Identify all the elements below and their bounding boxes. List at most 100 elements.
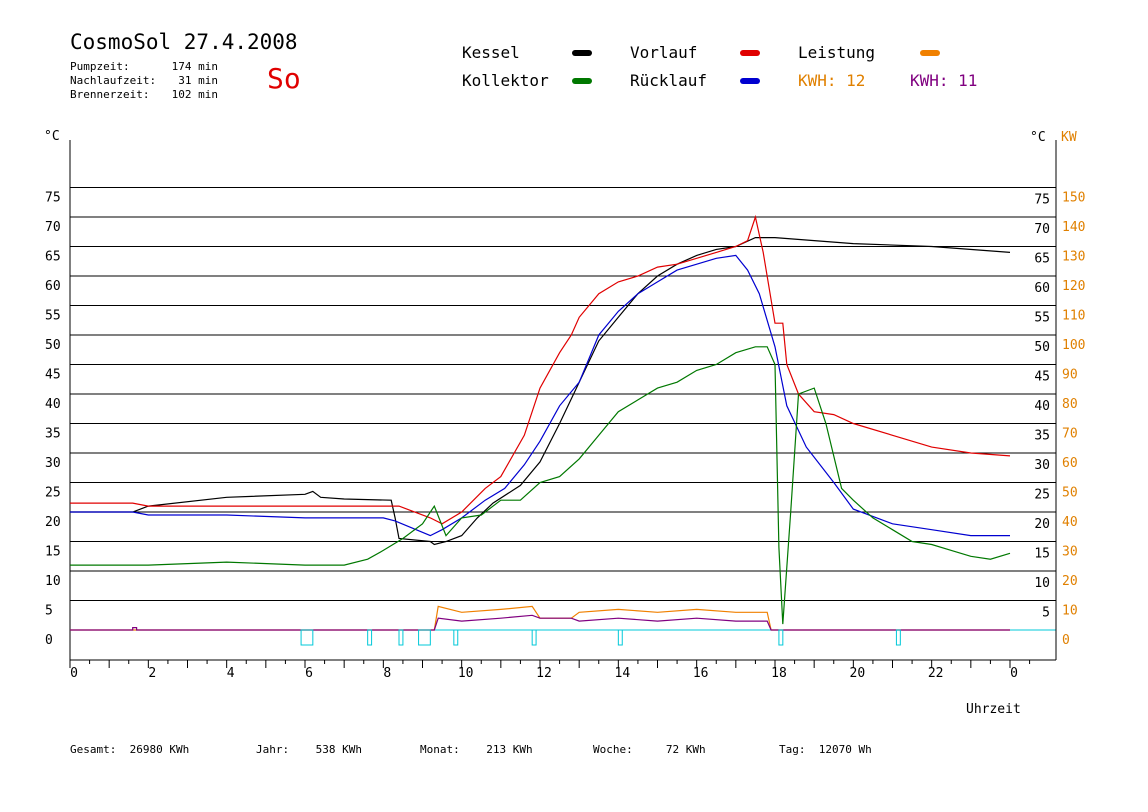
y-right-tick-label: 65: [1034, 252, 1050, 267]
y-tick-label: 60: [45, 279, 61, 294]
y2-tick-label: 60: [1062, 456, 1078, 471]
y-tick-label: 5: [45, 604, 53, 619]
y-right-tick-label: 10: [1034, 576, 1050, 591]
footer-jahr: Jahr: 538 KWh: [256, 743, 362, 756]
y2-tick-label: 20: [1062, 574, 1078, 589]
series-line-leistung2: [70, 614, 1010, 631]
y-right-tick-label: 35: [1034, 429, 1050, 444]
series-line-vorlauf: [70, 214, 1011, 525]
y-axis-unit: °C: [44, 129, 60, 144]
y2-tick-label: 70: [1062, 427, 1078, 442]
y2-tick-label: 80: [1062, 397, 1078, 412]
y-right-tick-label: 15: [1034, 547, 1050, 562]
x-tick-label: 8: [383, 666, 391, 681]
pump-interval: [418, 629, 431, 646]
x-tick-label: 18: [771, 666, 787, 681]
pump-interval: [300, 629, 314, 646]
legend-leistung-swatch: [920, 50, 940, 56]
grid-lines: [70, 187, 1056, 631]
series-lines: [70, 214, 1011, 646]
pump-interval: [895, 629, 901, 646]
y2-tick-label: 0: [1062, 633, 1070, 648]
pump-interval: [531, 629, 537, 646]
x-tick-label: 0: [1010, 666, 1018, 681]
y-right-tick-label: 45: [1034, 370, 1050, 385]
y-tick-label: 55: [45, 309, 61, 324]
y-tick-label: 75: [45, 191, 61, 206]
footer-tag: Tag: 12070 Wh: [779, 743, 872, 756]
axes: [69, 140, 1057, 668]
y-tick-label: 15: [45, 545, 61, 560]
y-right-tick-label: 70: [1034, 222, 1050, 237]
y-tick-label: 20: [45, 515, 61, 530]
pump-interval: [778, 629, 784, 646]
x-axis-label: Uhrzeit: [966, 702, 1021, 717]
y-right-tick-label: 40: [1034, 399, 1050, 414]
y-right-axis-unit: °C: [1030, 130, 1046, 145]
legend-kollektor-swatch: [572, 78, 592, 84]
x-tick-label: 22: [928, 666, 944, 681]
footer-monat: Monat: 213 KWh: [420, 743, 533, 756]
x-tick-label: 4: [227, 666, 235, 681]
series-line-leistung: [70, 605, 1010, 631]
x-tick-label: 16: [693, 666, 709, 681]
series-line-rücklauf: [70, 254, 1010, 537]
footer-woche: Woche: 72 KWh: [593, 743, 706, 756]
y2-tick-label: 110: [1062, 309, 1085, 324]
legend-kessel-swatch: [572, 50, 592, 56]
y2-tick-label: 150: [1062, 191, 1085, 206]
y-right-tick-label: 25: [1034, 488, 1050, 503]
series-line-kessel: [70, 237, 1011, 546]
y-tick-label: 25: [45, 486, 61, 501]
tick-labels: 0 2 4 6 8 10 12 14 16 18 20 22 005101520253035404550…: [44, 129, 1085, 681]
y2-tick-label: 90: [1062, 368, 1078, 383]
y-tick-label: 45: [45, 368, 61, 383]
y-right-tick-label: 75: [1034, 193, 1050, 208]
y2-tick-label: 40: [1062, 515, 1078, 530]
y2-tick-label: 100: [1062, 338, 1085, 353]
weekday-label: So: [267, 62, 301, 95]
y2-tick-label: 120: [1062, 279, 1085, 294]
y-tick-label: 40: [45, 397, 61, 412]
pump-interval: [367, 629, 373, 646]
legend-ruecklauf: Rücklauf: [630, 71, 708, 90]
series-line-kollektor: [70, 346, 1011, 625]
pump-interval: [453, 629, 459, 646]
x-tick-label: 12: [536, 666, 552, 681]
y-right-tick-label: 30: [1034, 458, 1050, 473]
y-right-tick-label: 50: [1034, 340, 1050, 355]
y2-tick-label: 30: [1062, 545, 1078, 560]
pump-interval: [398, 629, 404, 646]
legend-leistung: Leistung: [798, 43, 876, 62]
y-tick-label: 65: [45, 250, 61, 265]
legend-kollektor: Kollektor: [462, 71, 549, 90]
pump-interval: [617, 629, 623, 646]
y-tick-label: 50: [45, 338, 61, 353]
footer-gesamt: Gesamt: 26980 KWh: [70, 743, 190, 756]
y-tick-label: 30: [45, 456, 61, 471]
page-title: CosmoSol 27.4.2008: [70, 30, 298, 54]
info-pumpzeit: Pumpzeit: 174 min: [70, 60, 218, 73]
x-tick-label: 0: [70, 666, 78, 681]
x-tick-label: 14: [615, 666, 631, 681]
y-tick-label: 35: [45, 427, 61, 442]
y-tick-label: 0: [45, 633, 53, 648]
y2-tick-label: 50: [1062, 486, 1078, 501]
legend-vorlauf-swatch: [740, 50, 760, 56]
legend-ruecklauf-swatch: [740, 78, 760, 84]
y-right-tick-label: 60: [1034, 281, 1050, 296]
info-brennerzeit: Brennerzeit: 102 min: [70, 88, 218, 101]
y2-tick-label: 10: [1062, 604, 1078, 619]
legend-kwh-2: KWH: 11: [910, 71, 978, 90]
y2-tick-label: 140: [1062, 220, 1085, 235]
legend-kessel: Kessel: [462, 43, 520, 62]
info-nachlaufzeit: Nachlaufzeit: 31 min: [70, 74, 218, 87]
x-tick-label: 20: [850, 666, 866, 681]
legend-vorlauf: Vorlauf: [630, 43, 698, 62]
y-tick-label: 10: [45, 574, 61, 589]
y2-axis-unit: KW: [1061, 130, 1077, 145]
y-right-tick-label: 5: [1042, 606, 1050, 621]
y-tick-label: 70: [45, 220, 61, 235]
y2-tick-label: 130: [1062, 250, 1085, 265]
